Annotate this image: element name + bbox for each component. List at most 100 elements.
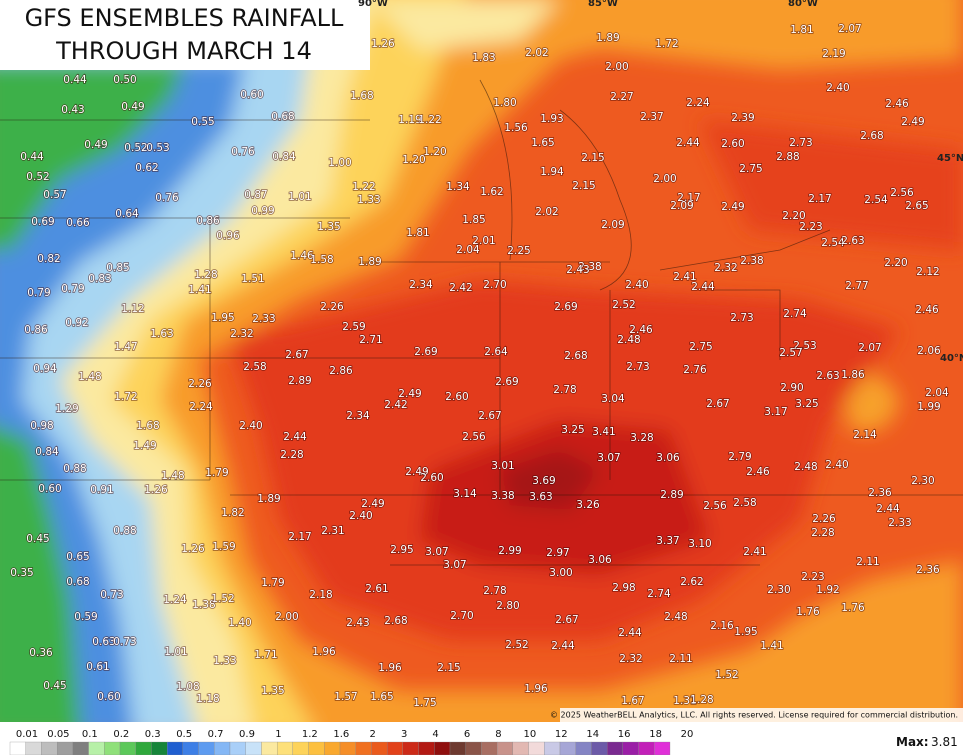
legend-swatch [528, 741, 545, 755]
value-label: 2.02 [535, 206, 558, 218]
value-label: 2.48 [794, 461, 817, 473]
legend-tick: 0.9 [239, 729, 255, 740]
value-label: 2.60 [445, 391, 468, 403]
value-label: 1.68 [136, 420, 159, 432]
value-label: 2.74 [783, 308, 807, 320]
value-label: 2.90 [780, 382, 803, 394]
value-label: 1.41 [760, 640, 783, 652]
value-label: 2.12 [916, 266, 939, 278]
value-label: 2.07 [838, 23, 861, 35]
value-label: 2.44 [551, 640, 575, 652]
value-label: 0.82 [37, 253, 60, 265]
value-label: 2.71 [359, 334, 382, 346]
value-label: 2.65 [905, 200, 928, 212]
value-label: 2.43 [346, 617, 369, 629]
value-label: 2.53 [793, 340, 816, 352]
value-label: 1.62 [480, 186, 503, 198]
value-label: 2.44 [283, 431, 307, 443]
latitude-label: 40°N [940, 353, 963, 364]
value-label: 2.77 [845, 280, 868, 292]
value-label: 0.92 [65, 317, 88, 329]
value-label: 0.66 [66, 217, 90, 229]
value-label: 1.76 [796, 606, 820, 618]
value-label: 2.56 [462, 431, 486, 443]
value-label: 1.52 [715, 669, 738, 681]
title-line: GFS ENSEMBLES RAINFALL [25, 4, 344, 32]
value-label: 2.30 [911, 475, 934, 487]
value-label: 1.72 [114, 391, 137, 403]
value-label: 2.88 [776, 151, 799, 163]
value-label: 2.86 [329, 365, 353, 377]
value-label: 2.49 [398, 388, 421, 400]
value-label: 2.44 [618, 627, 642, 639]
value-label: 2.46 [915, 304, 939, 316]
legend-tick: 8 [495, 729, 501, 740]
value-label: 2.74 [647, 588, 671, 600]
value-label: 0.79 [61, 283, 84, 295]
value-label: 1.96 [312, 646, 336, 658]
value-label: 2.68 [384, 615, 407, 627]
value-label: 2.26 [188, 378, 212, 390]
value-label: 3.63 [529, 491, 552, 503]
value-label: 0.50 [113, 74, 136, 86]
legend-swatch [591, 741, 608, 755]
legend-swatch [654, 741, 671, 755]
value-label: 3.06 [588, 554, 612, 566]
value-label: 2.73 [789, 137, 812, 149]
longitude-label: 90°W [358, 0, 388, 9]
legend-tick: 3 [401, 729, 407, 740]
value-label: 0.52 [124, 142, 147, 154]
value-label: 2.09 [601, 219, 624, 231]
value-label: 1.28 [690, 694, 713, 706]
value-label: 1.49 [133, 440, 156, 452]
value-label: 1.47 [114, 341, 137, 353]
value-label: 0.62 [135, 162, 158, 174]
value-label: 2.40 [625, 279, 648, 291]
copyright: © 2025 WeatherBELL Analytics, LLC. All r… [550, 711, 958, 720]
title-box [0, 0, 370, 70]
value-label: 2.19 [822, 48, 845, 60]
value-label: 0.86 [196, 215, 220, 227]
value-label: 2.60 [420, 472, 443, 484]
legend-swatch [496, 741, 514, 755]
value-label: 2.67 [555, 614, 578, 626]
value-label: 2.02 [525, 47, 548, 59]
value-label: 0.61 [86, 661, 109, 673]
legend-swatch [72, 741, 89, 755]
legend-swatch [245, 741, 262, 755]
value-label: 1.19 [398, 114, 421, 126]
value-label: 0.49 [84, 139, 107, 151]
legend-swatch [622, 741, 639, 755]
value-label: 1.58 [310, 254, 333, 266]
value-label: 2.15 [437, 662, 460, 674]
value-label: 1.22 [352, 181, 375, 193]
value-label: 2.27 [610, 91, 633, 103]
value-label: 1.81 [406, 227, 429, 239]
value-label: 1.26 [181, 543, 205, 555]
value-label: 2.41 [673, 271, 696, 283]
legend-swatch [606, 741, 624, 755]
value-label: 2.70 [450, 610, 473, 622]
value-label: 1.38 [192, 599, 215, 611]
value-label: 0.76 [155, 192, 179, 204]
value-label: 1.89 [596, 32, 619, 44]
legend-swatch [151, 741, 168, 755]
value-label: 1.29 [55, 403, 78, 415]
value-label: 0.60 [97, 691, 120, 703]
value-label: 2.25 [507, 245, 530, 257]
value-label: 1.75 [413, 697, 436, 709]
value-label: 0.45 [43, 680, 66, 692]
value-label: 2.04 [925, 387, 949, 399]
value-label: 1.67 [621, 695, 644, 707]
legend-swatch [198, 741, 215, 755]
value-label: 2.79 [728, 451, 751, 463]
value-label: 2.17 [677, 192, 700, 204]
value-label: 2.40 [826, 82, 849, 94]
legend-swatch [292, 741, 309, 755]
value-label: 1.57 [334, 691, 357, 703]
value-label: 0.99 [251, 205, 274, 217]
value-label: 1.28 [194, 269, 217, 281]
value-label: 1.93 [540, 113, 563, 125]
legend-tick: 4 [432, 729, 438, 740]
